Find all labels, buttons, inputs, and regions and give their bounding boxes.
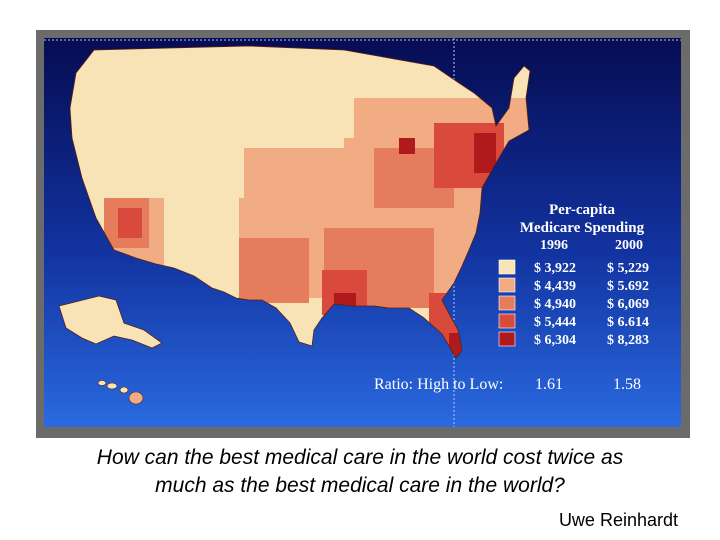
legend-value-1996-1: $ 3,922 <box>534 261 576 276</box>
ratio-2000: 1.58 <box>613 376 641 393</box>
legend-swatch-1 <box>498 259 516 275</box>
legend-swatch-5 <box>498 331 516 347</box>
legend-year-1996: 1996 <box>540 238 568 253</box>
region-new-mexico <box>164 188 239 268</box>
ratio-label: Ratio: High to Low: <box>374 376 503 393</box>
legend-value-2000-1: $ 5,229 <box>607 261 649 276</box>
legend-value-1996-3: $ 4,940 <box>534 297 576 312</box>
legend-value-2000-5: $ 8,283 <box>607 333 649 348</box>
region-texas <box>239 238 309 303</box>
caption-line-1: How can the best medical care in the wor… <box>96 446 624 469</box>
legend-swatch-3 <box>498 295 516 311</box>
author-credit: Uwe Reinhardt <box>558 510 678 530</box>
caption: How can the best medical care in the wor… <box>0 444 720 500</box>
legend: Per-capita Medicare Spending 1996 2000 $… <box>374 202 649 393</box>
region-los-angeles <box>118 208 142 238</box>
legend-year-2000: 2000 <box>615 238 643 253</box>
region-michigan <box>399 138 415 154</box>
legend-title-line1: Per-capita <box>549 202 616 218</box>
alaska-shape <box>58 295 163 349</box>
legend-value-2000-2: $ 5.692 <box>607 279 649 294</box>
caption-line-2: much as the best medical care in the wor… <box>155 474 565 497</box>
region-upper-midwest <box>244 46 354 138</box>
ratio-1996: 1.61 <box>535 376 563 393</box>
region-new-york <box>474 133 496 173</box>
region-mountain-west <box>84 46 244 198</box>
hawaii-islands <box>97 380 144 405</box>
legend-value-1996-2: $ 4,439 <box>534 279 576 294</box>
legend-swatch-2 <box>498 277 516 293</box>
legend-rows: $ 3,922 $ 5,229 $ 4,439 $ 5.692 $ 4,940 $ 6,0… <box>498 259 649 348</box>
legend-value-1996-4: $ 5,444 <box>534 315 576 330</box>
medicare-spending-map: Per-capita Medicare Spending 1996 2000 $… <box>44 38 681 427</box>
legend-value-2000-3: $ 6,069 <box>607 297 649 312</box>
legend-swatch-4 <box>498 313 516 329</box>
legend-value-2000-4: $ 6.614 <box>607 315 649 330</box>
legend-value-1996-5: $ 6,304 <box>534 333 576 348</box>
legend-title-line2: Medicare Spending <box>520 220 645 236</box>
